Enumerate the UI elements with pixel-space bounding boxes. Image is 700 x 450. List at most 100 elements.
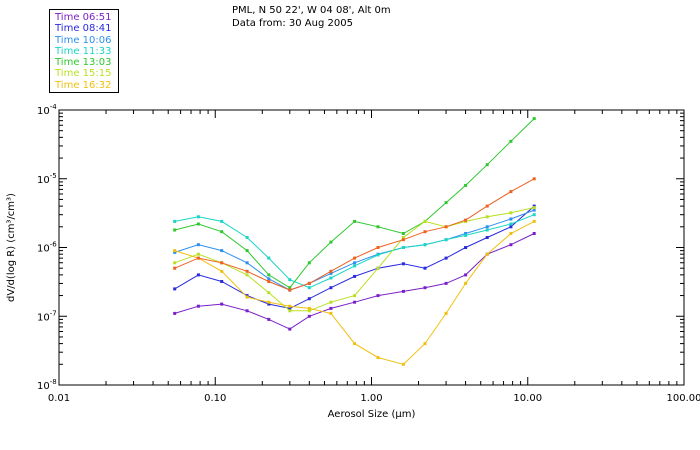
- data-point: [245, 236, 249, 239]
- data-point: [245, 261, 249, 265]
- data-point: [220, 269, 224, 273]
- data-point: [196, 252, 200, 256]
- data-point: [509, 211, 513, 215]
- data-point: [173, 228, 177, 232]
- data-point: [444, 311, 448, 315]
- data-point: [267, 302, 271, 306]
- data-point: [329, 276, 333, 280]
- data-point: [376, 225, 380, 229]
- data-point: [485, 163, 489, 167]
- data-point: [509, 243, 513, 247]
- data-point: [307, 286, 311, 290]
- data-point: [353, 256, 357, 260]
- data-point: [401, 232, 405, 235]
- data-point: [173, 219, 177, 223]
- x-tick-label: 10.00: [513, 393, 542, 404]
- chart-legend: Time 06:51 Time 08:41 Time 10:06 Time 11:33…: [49, 9, 119, 93]
- data-point: [509, 232, 513, 235]
- data-point: [444, 225, 448, 229]
- data-point: [307, 281, 311, 285]
- data-point: [267, 277, 271, 281]
- data-point: [173, 249, 177, 253]
- y-tick-label: 10-8: [37, 378, 57, 392]
- data-point: [401, 246, 405, 249]
- data-point: [401, 262, 405, 266]
- y-axis-label: dV/d(log R) (cm³/cm³): [6, 193, 17, 302]
- data-point: [464, 232, 468, 235]
- data-point: [376, 253, 380, 257]
- data-point: [376, 294, 380, 298]
- data-point: [532, 232, 536, 235]
- x-tick-label: 1.00: [360, 393, 382, 404]
- data-point: [288, 304, 292, 308]
- series-1: [173, 232, 536, 331]
- legend-entry: Time 15:15: [55, 68, 112, 80]
- data-point: [288, 278, 292, 282]
- data-point: [401, 362, 405, 366]
- data-point: [444, 201, 448, 205]
- data-point: [353, 219, 357, 223]
- data-point: [196, 243, 200, 247]
- data-point: [509, 139, 513, 143]
- data-point: [173, 266, 177, 270]
- data-point: [307, 309, 311, 313]
- data-point: [173, 311, 177, 315]
- series-7: [173, 219, 536, 366]
- series-4: [173, 213, 536, 290]
- data-point: [196, 222, 200, 226]
- data-point: [196, 273, 200, 277]
- data-point: [423, 243, 427, 247]
- data-point: [267, 273, 271, 277]
- data-point: [307, 314, 311, 318]
- data-point: [532, 206, 536, 210]
- data-point: [173, 261, 177, 265]
- data-point: [329, 300, 333, 304]
- chart-header: PML, N 50 22', W 04 08', Alt 0m Data fro…: [232, 4, 391, 30]
- data-point: [353, 264, 357, 268]
- x-tick-label: 0.10: [204, 393, 226, 404]
- data-point: [173, 250, 177, 254]
- data-point: [444, 256, 448, 260]
- series-line: [174, 233, 535, 330]
- data-point: [509, 222, 513, 226]
- data-point: [288, 286, 292, 290]
- data-point: [444, 238, 448, 242]
- data-point: [329, 240, 333, 244]
- x-tick-label: 100.00: [667, 393, 700, 404]
- data-point: [329, 311, 333, 315]
- data-point: [288, 309, 292, 313]
- data-point: [532, 117, 536, 121]
- data-point: [329, 306, 333, 310]
- data-point: [196, 215, 200, 219]
- legend-entry: Time 06:51: [55, 12, 112, 23]
- data-point: [220, 302, 224, 306]
- data-point: [423, 266, 427, 270]
- data-point: [196, 256, 200, 260]
- data-point: [401, 289, 405, 293]
- data-point: [485, 252, 489, 256]
- data-point: [423, 286, 427, 290]
- data-point: [423, 342, 427, 346]
- data-point: [532, 219, 536, 223]
- series-line: [174, 178, 535, 291]
- data-point: [423, 219, 427, 223]
- data-point: [444, 281, 448, 285]
- series-8: [173, 177, 536, 292]
- data-point: [401, 236, 405, 239]
- data-point: [267, 291, 271, 295]
- data-point: [288, 306, 292, 310]
- data-point: [220, 261, 224, 265]
- data-point: [307, 306, 311, 310]
- data-point: [464, 183, 468, 187]
- data-point: [329, 286, 333, 290]
- data-point: [220, 219, 224, 223]
- data-point: [307, 261, 311, 265]
- data-point: [245, 295, 249, 299]
- data-point: [353, 342, 357, 346]
- y-tick-label: 10-4: [37, 103, 57, 117]
- data-point: [267, 317, 271, 321]
- data-point: [532, 213, 536, 217]
- data-point: [329, 269, 333, 273]
- data-point: [353, 274, 357, 278]
